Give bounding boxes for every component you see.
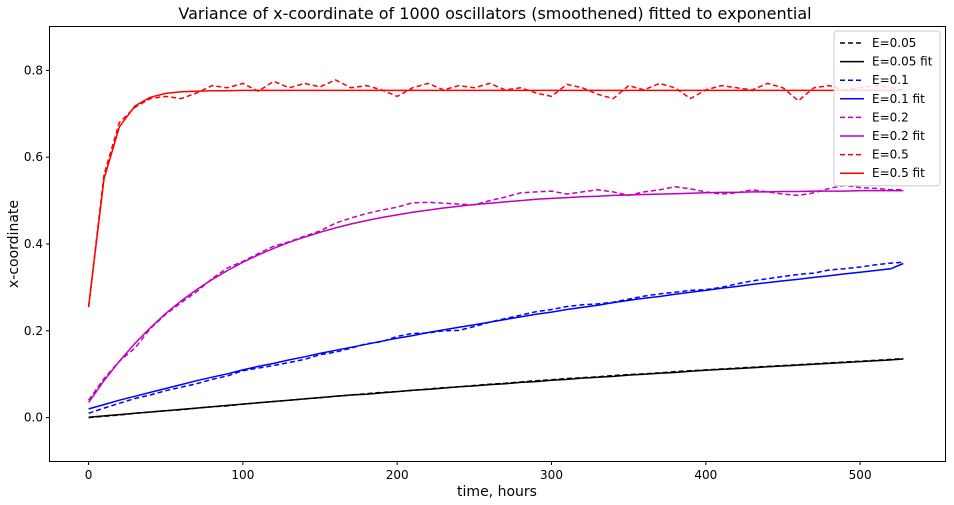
legend-entry-label: E=0.05 [872, 36, 916, 50]
series-line-0 [88, 357, 904, 419]
series-line-2 [88, 261, 904, 415]
x-tick-label: 200 [386, 468, 409, 482]
x-tick-label: 100 [231, 468, 254, 482]
y-axis-ticks: 0.0 0.2 0.4 0.6 0.8 [24, 63, 50, 425]
legend: E=0.05 E=0.05 fit E=0.1 E=0.1 fit E=0.2 E=0.2… [833, 30, 941, 187]
y-tick-label: 0.8 [24, 63, 43, 77]
x-axis-label: time, hours [457, 484, 537, 500]
chart-title: Variance of x-coordinate of 1000 oscilla… [178, 4, 811, 23]
series-line-6 [87, 79, 904, 307]
legend-box [833, 30, 941, 187]
legend-entry-label: E=0.1 [872, 73, 909, 87]
legend-entry-label: E=0.05 fit [872, 55, 933, 69]
series-line-5 [87, 189, 904, 403]
y-tick-label: 0.0 [24, 411, 43, 425]
y-tick-label: 0.6 [24, 150, 43, 164]
legend-entry-label: E=0.5 [872, 148, 909, 162]
y-axis-label: x-coordinate [6, 200, 22, 288]
series-line-3 [88, 262, 904, 410]
legend-entry-label: E=0.1 fit [872, 92, 925, 106]
legend-entry-label: E=0.2 [872, 110, 909, 124]
x-axis-ticks: 0 100 200 300 400 500 [85, 461, 872, 482]
y-tick-label: 0.2 [24, 324, 43, 338]
legend-entry-label: E=0.5 fit [872, 166, 925, 180]
x-tick-label: 400 [694, 468, 717, 482]
series-line-1 [88, 358, 904, 418]
x-tick-label: 0 [85, 468, 93, 482]
series-line-4 [87, 184, 904, 401]
x-tick-label: 300 [540, 468, 563, 482]
plot-area [87, 79, 904, 419]
x-tick-label: 500 [849, 468, 872, 482]
legend-entry-label: E=0.2 fit [872, 129, 925, 143]
y-tick-label: 0.4 [24, 237, 43, 251]
series-line-7 [87, 89, 904, 307]
